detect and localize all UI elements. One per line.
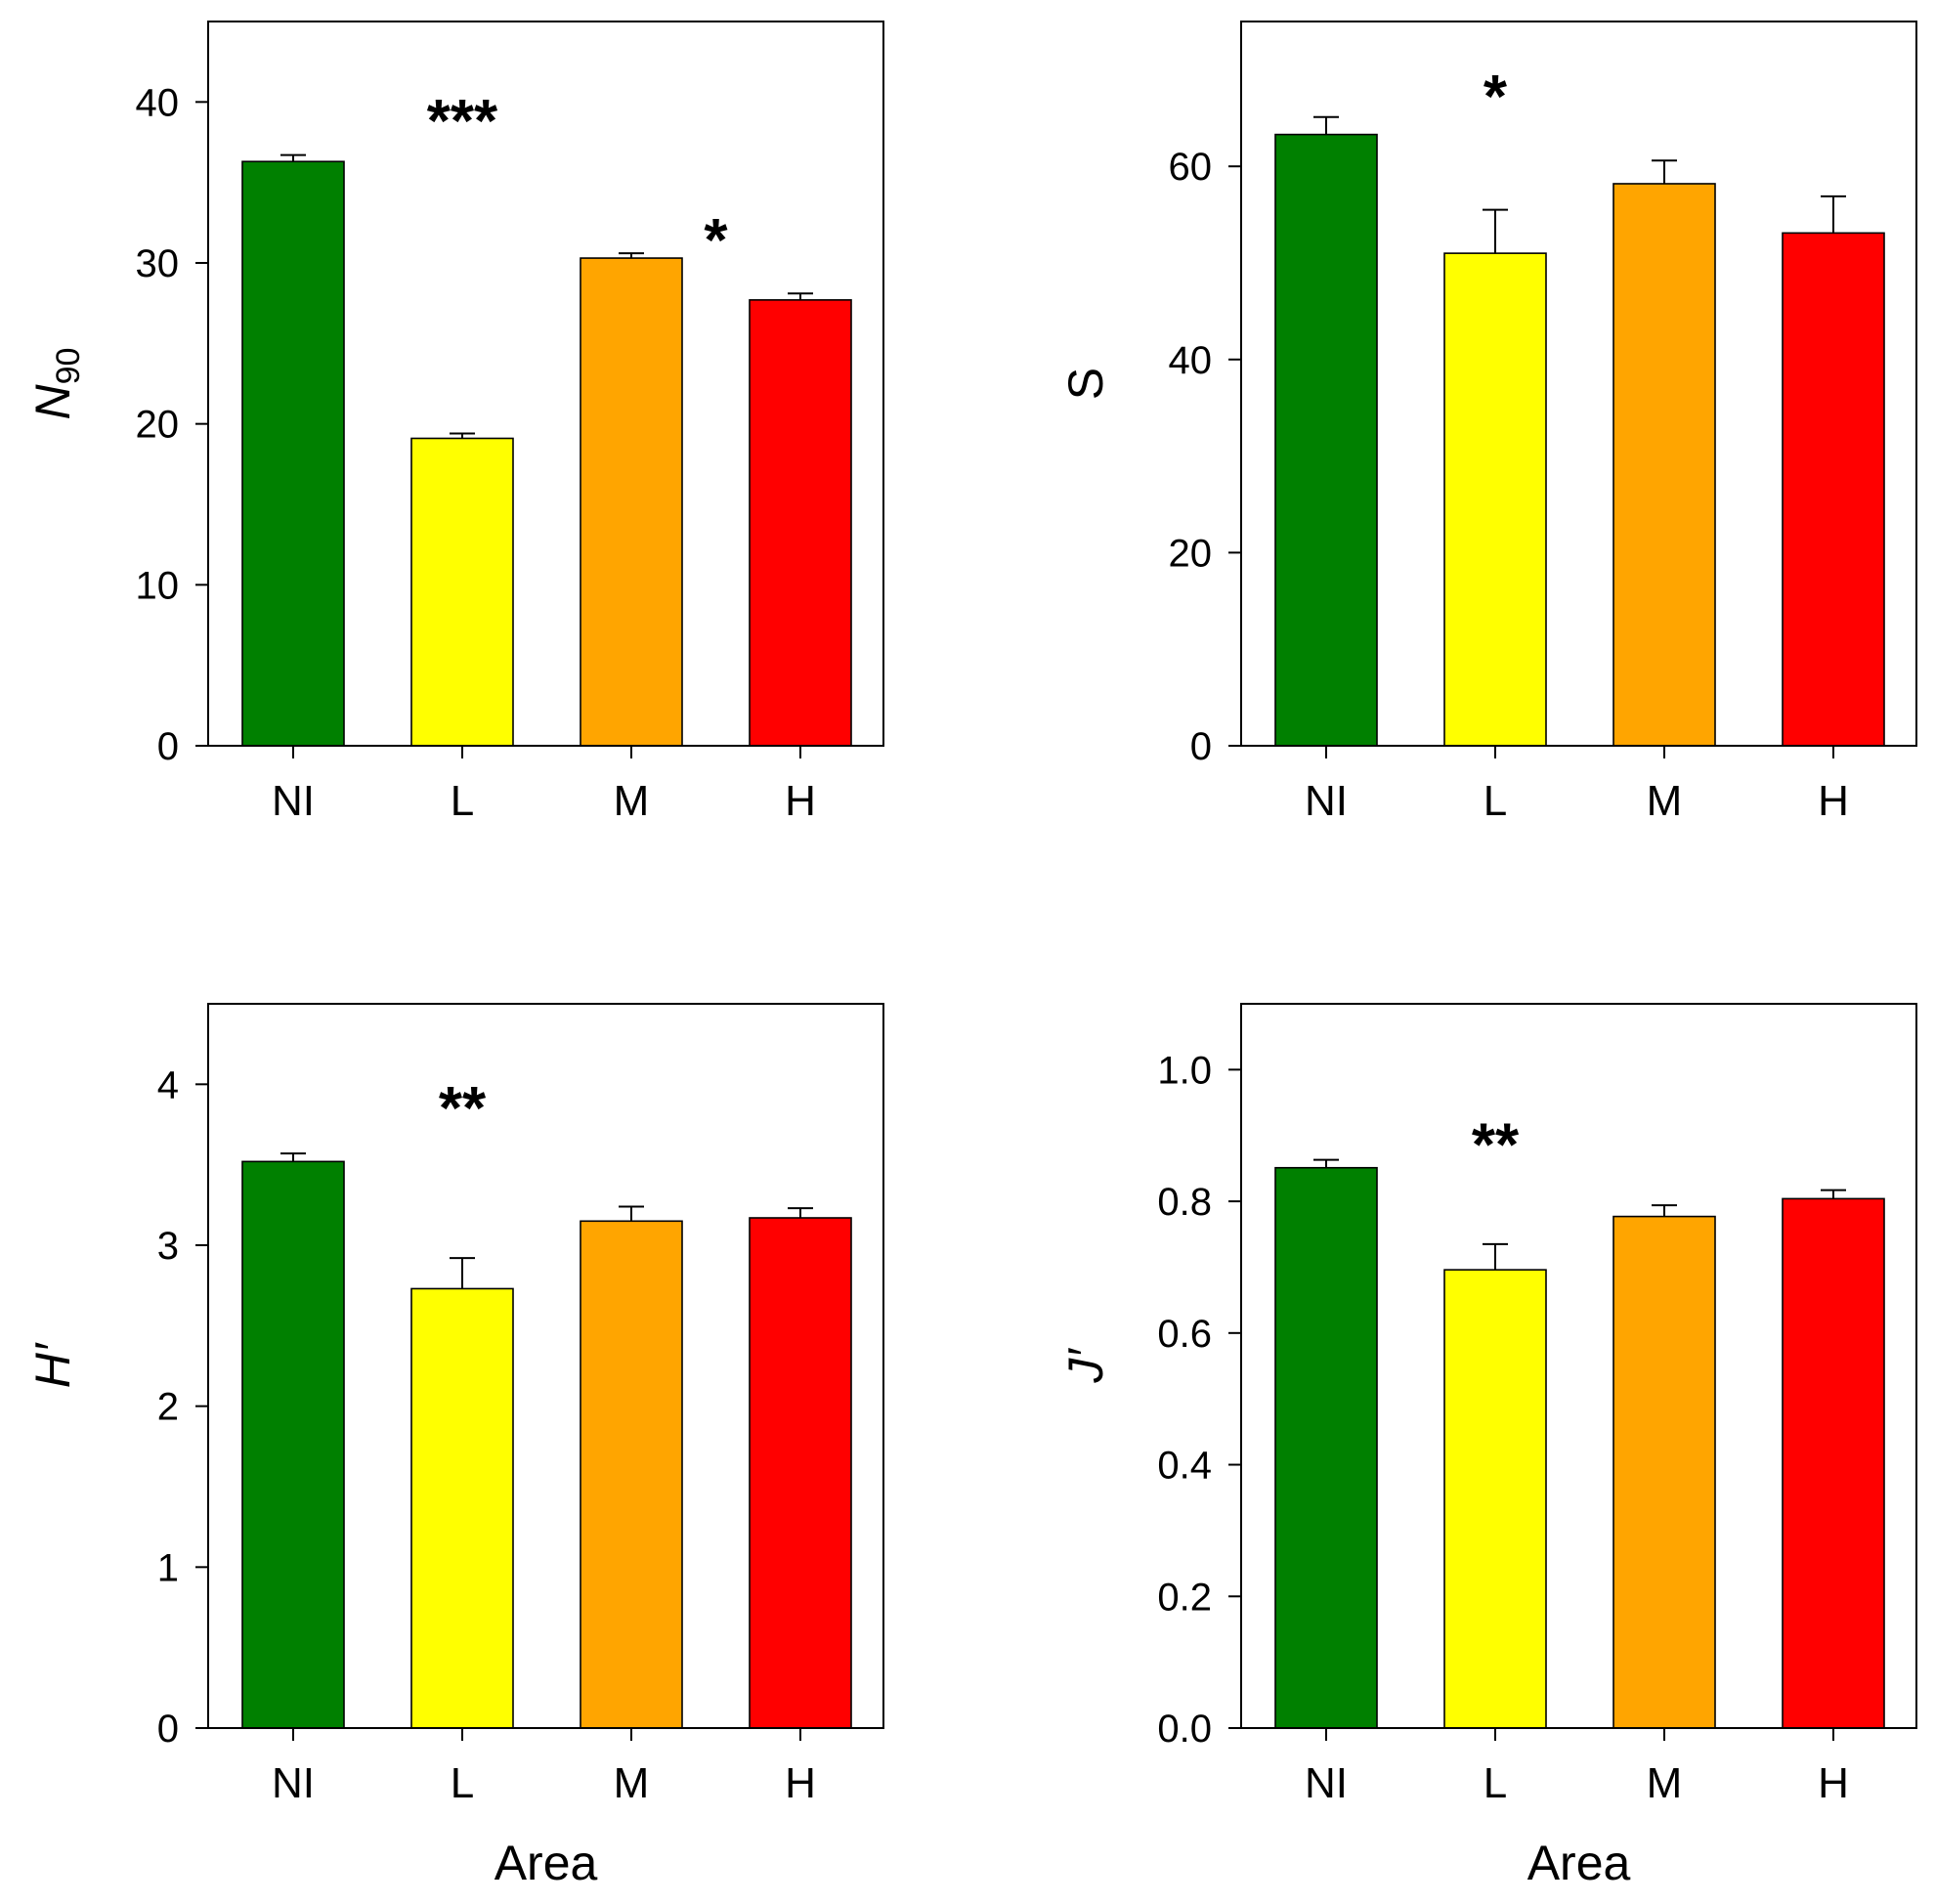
x-tick-label: H <box>1818 777 1849 825</box>
bar-M <box>580 1220 683 1729</box>
y-tick-label: 4 <box>157 1063 179 1106</box>
bar-H <box>749 299 852 747</box>
x-tick-label: L <box>1484 1759 1507 1807</box>
bar-M <box>1612 183 1716 747</box>
plot-frame <box>207 21 884 747</box>
significance-label: * <box>1484 64 1508 131</box>
y-axis-label-main: H′ <box>25 1342 80 1388</box>
x-tick-label: M <box>614 777 650 825</box>
x-tick-label: L <box>1484 777 1507 825</box>
y-axis-label-main: J′ <box>1058 1348 1113 1384</box>
bar-H <box>1782 1197 1885 1729</box>
significance-label: * <box>704 207 728 275</box>
x-tick-label: L <box>451 777 474 825</box>
bar-L <box>410 1287 514 1729</box>
bar-L <box>1443 1269 1547 1729</box>
plot-frame <box>1240 21 1917 747</box>
y-tick-label: 3 <box>157 1225 179 1268</box>
x-tick-label: H <box>785 1759 816 1807</box>
x-tick-label: M <box>1647 777 1683 825</box>
y-axis-label-main: S <box>1058 368 1113 400</box>
bar-L <box>410 437 514 747</box>
y-tick-label: 10 <box>136 564 180 607</box>
x-tick-label: NI <box>1305 777 1348 825</box>
x-tick-label: NI <box>1305 1759 1348 1807</box>
y-tick-label: 0.8 <box>1157 1181 1212 1224</box>
y-axis-label: S <box>1058 368 1113 400</box>
y-tick-label: 30 <box>136 242 180 285</box>
bar-NI <box>1274 1166 1378 1729</box>
y-tick-label: 0.6 <box>1157 1313 1212 1356</box>
x-axis-label: Area <box>494 1836 598 1890</box>
x-tick-label: NI <box>272 777 315 825</box>
bar-M <box>580 257 683 747</box>
y-axis-label-main: N <box>25 383 80 419</box>
y-tick-label: 0 <box>157 1708 179 1751</box>
x-tick-label: L <box>451 1759 474 1807</box>
y-tick-label: 0.2 <box>1157 1576 1212 1619</box>
x-axis-label: Area <box>1527 1836 1631 1890</box>
bar-NI <box>241 160 345 747</box>
y-tick-label: 2 <box>157 1386 179 1429</box>
plot-frame <box>1240 1003 1917 1729</box>
chart-panel-bottom-right: 0.0 0.2 0.4 0.6 0.8 1.0 NI L M H ** J′ Area <box>1058 1003 1917 1890</box>
x-tick-label: NI <box>272 1759 315 1807</box>
bar-H <box>749 1217 852 1729</box>
bar-NI <box>1274 133 1378 747</box>
x-tick-label: H <box>785 777 816 825</box>
x-tick-label: H <box>1818 1759 1849 1807</box>
significance-label: ** <box>1472 1111 1520 1179</box>
significance-label: ** <box>439 1075 487 1143</box>
y-tick-label: 40 <box>1169 339 1213 382</box>
y-tick-label: 1.0 <box>1157 1049 1212 1092</box>
bar-L <box>1443 252 1547 747</box>
y-tick-label: 0 <box>1190 725 1212 768</box>
y-tick-label: 40 <box>136 81 180 124</box>
chart-panel-top-right: 0 20 40 60 NI L M H * S <box>1058 21 1917 825</box>
y-tick-label: 0.4 <box>1157 1445 1212 1488</box>
y-axis-label: H′ <box>25 1342 80 1388</box>
y-tick-label: 20 <box>136 404 180 447</box>
bar-H <box>1782 232 1885 747</box>
x-tick-label: M <box>1647 1759 1683 1807</box>
significance-label: *** <box>427 88 498 155</box>
y-tick-label: 1 <box>157 1546 179 1589</box>
chart-panel-bottom-left: 0 1 2 3 4 NI L M H ** H′ Area <box>25 1003 884 1890</box>
y-axis-label: J′ <box>1058 1348 1113 1384</box>
y-tick-label: 0.0 <box>1157 1708 1212 1751</box>
y-tick-label: 20 <box>1169 532 1213 575</box>
bar-NI <box>241 1160 345 1729</box>
plot-frame <box>207 1003 884 1729</box>
bar-M <box>1612 1215 1716 1729</box>
x-tick-label: M <box>614 1759 650 1807</box>
y-tick-label: 0 <box>157 725 179 768</box>
y-tick-label: 60 <box>1169 146 1213 189</box>
y-axis-label: N90 <box>25 348 87 420</box>
y-axis-label-subscript: 90 <box>50 348 87 385</box>
